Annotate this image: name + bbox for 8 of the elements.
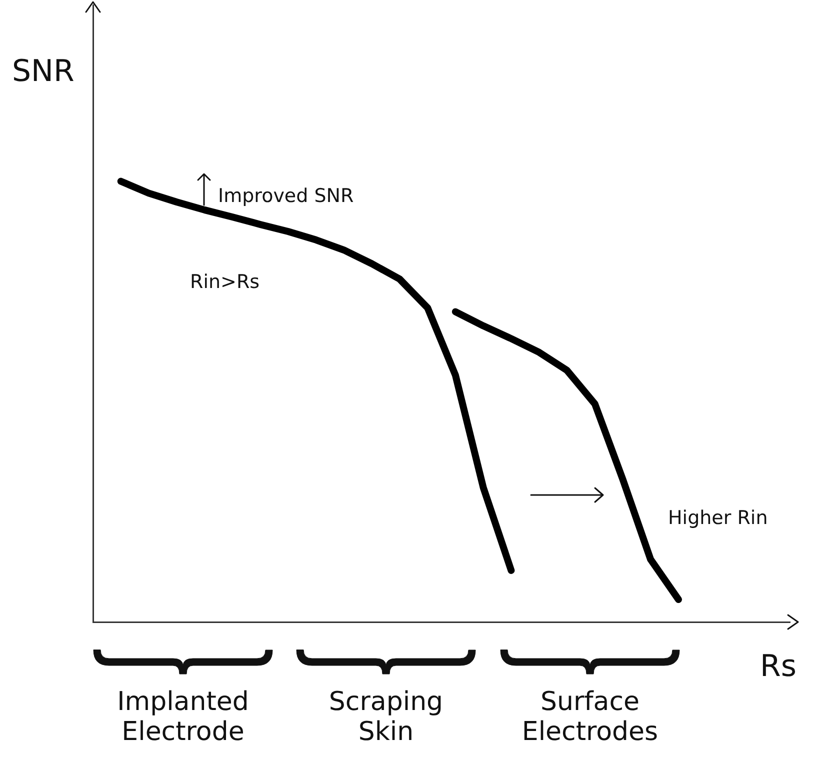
y-axis-title: SNR: [12, 54, 74, 90]
annotation: Rin>Rs: [190, 271, 260, 294]
text: Implanted Electrode: [117, 687, 249, 748]
text: Scraping Skin: [328, 687, 444, 748]
annotation: Improved SNR: [218, 185, 354, 208]
annotation: Higher Rin: [668, 507, 768, 530]
text: Surface Electrodes: [522, 687, 658, 748]
x-axis-title: Rs: [760, 649, 796, 684]
